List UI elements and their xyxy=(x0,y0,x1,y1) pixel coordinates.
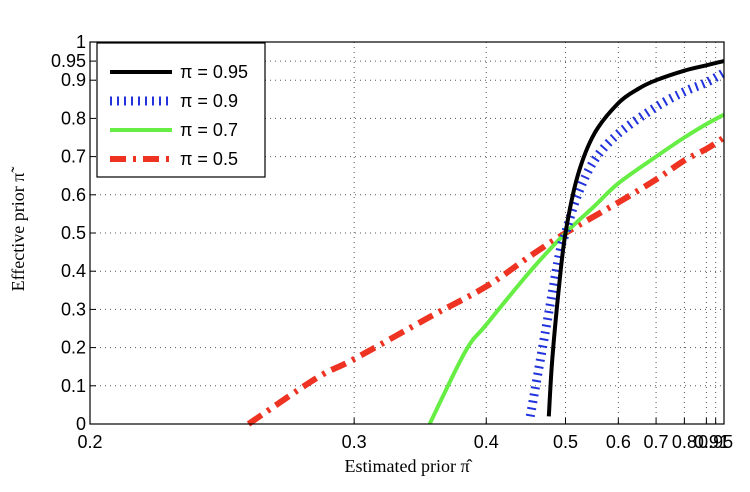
plot-lines xyxy=(246,59,727,427)
legend-box xyxy=(96,42,266,178)
y-axis-title: Effective prior π̃ xyxy=(8,167,28,292)
series-line-2 xyxy=(427,112,725,425)
tick-labels: 0.2 0.3 0.4 0.5 0.6 0.7 0.80.90.95100.10.20.30… xyxy=(51,32,733,452)
y-tick-label: 0.2 xyxy=(61,338,86,358)
y-tick-label: 1 xyxy=(76,32,86,52)
y-tick-label: 0.8 xyxy=(61,108,86,128)
y-tick-label: 0 xyxy=(76,414,86,434)
y-tick-label: 0.3 xyxy=(61,299,86,319)
y-tick-label: 0.95 xyxy=(51,51,86,71)
x-tick-label: 0.95 xyxy=(698,432,733,452)
y-tick-label: 0.9 xyxy=(61,70,86,90)
x-tick-label: 0.9 xyxy=(694,432,719,452)
legend-label-0: π = 0.95 xyxy=(180,62,248,82)
y-tick-label: 0.5 xyxy=(61,223,86,243)
x-tick-label: 1 xyxy=(719,432,729,452)
x-tick-label: 0.5 xyxy=(553,432,578,452)
x-tick-label: 0.3 xyxy=(342,432,367,452)
series-line-1 xyxy=(525,68,727,418)
y-tick-label: 0.1 xyxy=(61,376,86,396)
legend-label-1: π = 0.9 xyxy=(180,91,238,111)
legend-label-3: π = 0.5 xyxy=(180,149,238,169)
x-axis-title: Estimated prior π̂ xyxy=(344,456,472,476)
x-tick-label: 0.4 xyxy=(474,432,499,452)
x-tick-label: 0.8 xyxy=(672,432,697,452)
x-tick-label: 0.7 xyxy=(644,432,669,452)
legend: π = 0.95 π = 0.9 π = 0.7 π = 0.5 xyxy=(96,42,266,178)
legend-label-2: π = 0.7 xyxy=(180,120,238,140)
x-tick-label: 0.2 xyxy=(77,432,102,452)
y-tick-label: 0.6 xyxy=(61,185,86,205)
series-line-0 xyxy=(546,59,725,417)
y-tick-label: 0.4 xyxy=(61,261,86,281)
y-tick-label: 0.7 xyxy=(61,147,86,167)
series-line-3 xyxy=(246,134,726,427)
x-tick-label: 0.6 xyxy=(606,432,631,452)
